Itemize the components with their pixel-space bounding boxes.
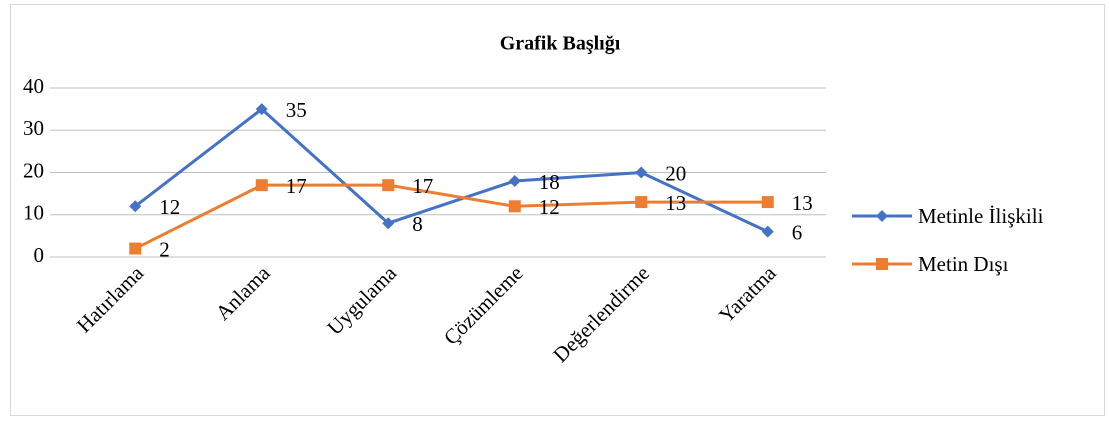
point-marker <box>635 166 648 179</box>
data-label: 13 <box>665 191 686 215</box>
point-marker <box>255 179 268 192</box>
point-marker <box>761 225 774 238</box>
chart-border <box>10 4 1105 416</box>
data-label: 6 <box>792 220 803 244</box>
legend-marker <box>876 210 888 222</box>
legend-label: Metin Dışı <box>918 252 1009 276</box>
chart-title: Grafik Başlığı <box>500 33 621 55</box>
point-marker <box>635 196 648 209</box>
y-tick-label: 0 <box>34 243 45 267</box>
y-tick-label: 30 <box>23 116 44 140</box>
point-marker <box>382 217 395 230</box>
point-marker <box>129 242 142 255</box>
legend-label: Metinle İlişkili <box>918 204 1044 228</box>
data-label: 17 <box>412 174 433 198</box>
y-tick-label: 40 <box>23 74 44 98</box>
point-marker <box>129 200 142 213</box>
point-marker <box>761 196 774 209</box>
data-label: 17 <box>286 174 307 198</box>
point-marker <box>508 200 521 213</box>
series-line <box>134 183 768 250</box>
data-label: 35 <box>286 98 307 122</box>
data-label: 12 <box>159 195 180 219</box>
data-label: 2 <box>159 237 170 261</box>
series-line <box>134 107 769 234</box>
data-label: 20 <box>665 161 686 185</box>
data-label: 18 <box>539 170 560 194</box>
data-label: 8 <box>412 212 423 236</box>
y-tick-label: 10 <box>23 201 44 225</box>
point-marker <box>255 103 268 116</box>
point-marker <box>382 179 395 192</box>
legend-marker <box>876 258 888 270</box>
data-label: 13 <box>792 191 813 215</box>
data-label: 12 <box>539 195 560 219</box>
y-tick-label: 20 <box>23 158 44 182</box>
point-marker <box>508 174 521 187</box>
